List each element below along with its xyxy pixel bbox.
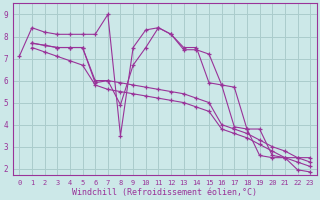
X-axis label: Windchill (Refroidissement éolien,°C): Windchill (Refroidissement éolien,°C) — [72, 188, 257, 197]
